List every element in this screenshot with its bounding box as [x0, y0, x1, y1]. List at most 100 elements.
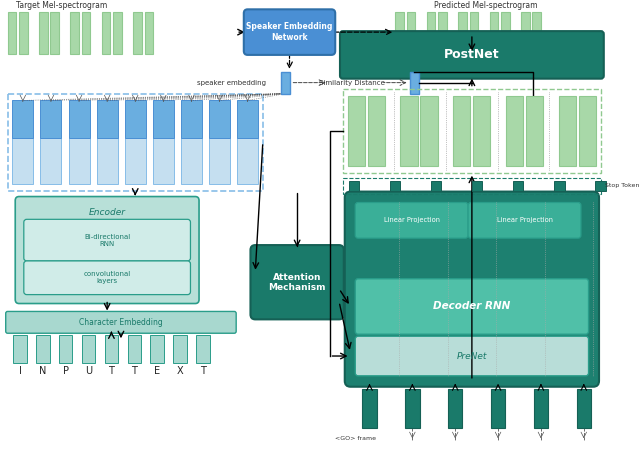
Text: Bi-directional
RNN: Bi-directional RNN	[84, 234, 131, 247]
Bar	[390, 181, 400, 191]
Text: T: T	[200, 366, 206, 376]
Bar	[70, 13, 79, 54]
Bar	[513, 181, 524, 191]
Bar	[125, 100, 146, 138]
Bar	[526, 95, 543, 166]
Bar	[113, 13, 122, 54]
Bar	[427, 13, 435, 54]
Bar	[19, 13, 28, 54]
Bar	[453, 95, 470, 166]
FancyBboxPatch shape	[15, 197, 199, 304]
Text: Similarity Distance: Similarity Distance	[319, 80, 385, 86]
FancyBboxPatch shape	[24, 261, 191, 294]
Bar	[196, 335, 209, 363]
Bar	[12, 138, 33, 184]
Bar	[474, 95, 490, 166]
Bar	[349, 181, 359, 191]
Bar	[173, 335, 187, 363]
Text: T: T	[131, 366, 137, 376]
Bar	[40, 138, 61, 184]
Bar	[36, 335, 49, 363]
Text: Character Embedding: Character Embedding	[79, 318, 163, 327]
Bar	[8, 13, 16, 54]
Bar	[472, 181, 483, 191]
Bar	[105, 335, 118, 363]
Bar	[209, 100, 230, 138]
Text: speaker embedding: speaker embedding	[197, 80, 266, 86]
Bar	[153, 138, 174, 184]
FancyBboxPatch shape	[244, 9, 335, 55]
FancyBboxPatch shape	[6, 312, 236, 333]
Bar	[145, 13, 154, 54]
Text: Encoder: Encoder	[88, 208, 125, 217]
Bar	[125, 138, 146, 184]
Bar	[420, 95, 438, 166]
Bar	[133, 13, 142, 54]
Bar	[431, 181, 441, 191]
Bar	[127, 335, 141, 363]
Text: Linear Projection: Linear Projection	[497, 217, 552, 223]
Bar	[8, 94, 263, 191]
Bar	[51, 13, 59, 54]
Text: P: P	[63, 366, 68, 376]
Bar	[348, 95, 365, 166]
Bar	[59, 335, 72, 363]
Bar	[13, 335, 27, 363]
Bar	[102, 13, 111, 54]
Bar	[401, 95, 418, 166]
Bar	[532, 13, 541, 54]
Text: Predicted Mel-spectrogram: Predicted Mel-spectrogram	[434, 1, 538, 10]
Bar	[153, 100, 174, 138]
Bar	[237, 100, 258, 138]
Bar	[438, 13, 447, 54]
Bar	[82, 335, 95, 363]
Bar	[501, 13, 509, 54]
Bar	[396, 13, 404, 54]
Bar	[209, 138, 230, 184]
Text: Decoder RNN: Decoder RNN	[433, 301, 511, 312]
Text: PostNet: PostNet	[444, 49, 500, 62]
Bar	[181, 100, 202, 138]
Bar	[97, 100, 118, 138]
Bar	[82, 13, 90, 54]
Text: E: E	[154, 366, 160, 376]
Bar	[40, 100, 61, 138]
Text: N: N	[39, 366, 47, 376]
Bar	[68, 100, 90, 138]
FancyBboxPatch shape	[340, 31, 604, 79]
Bar	[150, 335, 164, 363]
Bar	[490, 13, 498, 54]
Text: <GO> frame: <GO> frame	[335, 436, 376, 441]
Bar	[448, 389, 462, 428]
Text: U: U	[85, 366, 92, 376]
Text: Stop Token: Stop Token	[605, 183, 639, 188]
Bar	[406, 13, 415, 54]
Bar	[39, 13, 47, 54]
Bar	[12, 100, 33, 138]
Text: T: T	[109, 366, 115, 376]
Bar	[577, 389, 591, 428]
Bar	[595, 181, 605, 191]
FancyBboxPatch shape	[250, 245, 344, 319]
Bar	[97, 138, 118, 184]
Text: PreNet: PreNet	[457, 351, 487, 361]
Bar	[470, 13, 478, 54]
Bar	[237, 138, 258, 184]
Bar	[579, 95, 596, 166]
Text: I: I	[19, 366, 21, 376]
Text: Linear Projection: Linear Projection	[383, 217, 440, 223]
Bar	[367, 95, 385, 166]
Bar	[362, 389, 377, 428]
Bar	[281, 72, 291, 94]
Bar	[491, 389, 505, 428]
Text: convolutional
layers: convolutional layers	[83, 271, 131, 284]
Bar	[410, 72, 419, 94]
Bar	[181, 138, 202, 184]
FancyBboxPatch shape	[355, 336, 589, 376]
Bar	[68, 138, 90, 184]
Bar	[554, 181, 564, 191]
Text: Target Mel-spectrogram: Target Mel-spectrogram	[16, 1, 108, 10]
FancyBboxPatch shape	[24, 219, 191, 261]
Text: Speaker Embedding
Network: Speaker Embedding Network	[246, 22, 333, 42]
FancyBboxPatch shape	[345, 192, 599, 387]
